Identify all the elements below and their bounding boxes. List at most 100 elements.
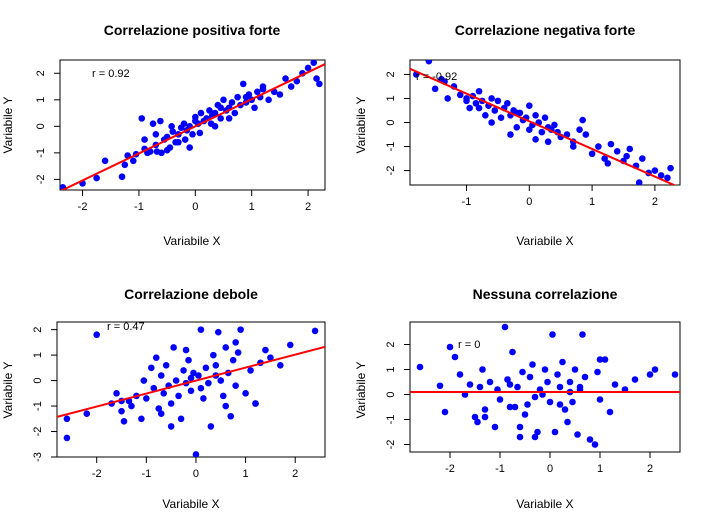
data-point	[488, 119, 495, 126]
data-point	[576, 383, 584, 391]
data-point	[228, 99, 236, 106]
points-group	[63, 326, 319, 457]
y-tick-label: 1	[32, 352, 44, 358]
data-point	[129, 157, 137, 165]
data-point	[147, 364, 155, 372]
data-point	[431, 85, 439, 93]
data-point	[479, 366, 486, 373]
data-point	[513, 124, 521, 131]
data-point	[595, 143, 602, 150]
data-point	[252, 400, 259, 407]
y-axis-label: Variabile Y	[354, 362, 368, 419]
data-point	[481, 406, 489, 413]
data-point	[242, 390, 249, 397]
data-point	[146, 148, 154, 155]
data-point	[611, 381, 619, 388]
data-point	[576, 126, 583, 134]
correlation-annotation: r = -0.92	[416, 71, 457, 83]
data-point	[316, 80, 323, 88]
data-point	[491, 423, 499, 431]
data-point	[229, 356, 237, 364]
data-point	[451, 353, 459, 361]
data-point	[186, 144, 193, 151]
data-point	[219, 392, 227, 400]
data-point	[664, 174, 671, 182]
data-point	[639, 155, 646, 162]
data-point	[311, 327, 319, 335]
data-point	[63, 434, 71, 442]
data-point	[446, 343, 454, 351]
data-point	[293, 77, 301, 85]
chart-title: Correlazione positiva forte	[104, 22, 281, 38]
x-tick-label: 1	[597, 463, 603, 475]
chart-title: Correlazione debole	[124, 286, 258, 302]
regression-line	[60, 63, 325, 190]
x-axis-label: Variabile X	[162, 497, 219, 511]
regression-line	[410, 67, 677, 185]
data-point	[217, 377, 225, 384]
data-point	[304, 64, 312, 72]
data-point	[83, 410, 91, 417]
data-point	[623, 152, 630, 160]
data-point	[162, 362, 170, 369]
data-point	[607, 140, 615, 148]
data-point	[197, 109, 205, 117]
data-point	[474, 418, 481, 426]
data-point	[531, 433, 539, 441]
data-point	[262, 346, 269, 354]
data-point	[282, 75, 289, 82]
data-point	[247, 367, 254, 374]
y-axis-label: Variabile Y	[1, 362, 15, 419]
x-tick-label: -1	[141, 468, 151, 480]
data-point	[237, 326, 244, 333]
data-point	[113, 390, 120, 397]
data-point	[214, 328, 222, 336]
data-point	[217, 115, 224, 122]
x-tick-label: -1	[495, 463, 505, 475]
data-point	[444, 95, 451, 102]
data-point	[190, 369, 197, 377]
chart-title: Correlazione negativa forte	[455, 22, 636, 38]
panel-negative-strong: Correlazione negativa forte Variabile X Va…	[354, 22, 681, 248]
panel-weak: Correlazione debole Variabile X Variabile …	[1, 286, 326, 511]
x-tick-label: 2	[647, 463, 653, 475]
data-point	[234, 349, 242, 356]
data-point	[234, 93, 241, 101]
x-tick-label: 2	[652, 196, 658, 208]
data-point	[217, 104, 224, 112]
data-point	[182, 346, 190, 354]
x-axis-label: Variabile X	[516, 497, 573, 511]
data-point	[538, 128, 546, 136]
data-point	[591, 441, 599, 448]
data-point	[549, 331, 556, 338]
y-tick-label: -1	[32, 401, 44, 411]
data-point	[556, 401, 564, 408]
data-point	[571, 366, 579, 373]
data-point	[456, 91, 464, 99]
data-point	[496, 396, 504, 403]
data-point	[167, 400, 175, 407]
data-point	[516, 433, 524, 441]
data-point	[181, 136, 189, 143]
data-point	[232, 339, 239, 346]
x-tick-label: 0	[547, 463, 553, 475]
data-point	[210, 351, 217, 359]
data-point	[197, 384, 205, 392]
data-point	[559, 358, 566, 366]
data-point	[170, 344, 177, 351]
data-point	[425, 60, 433, 65]
data-point	[635, 179, 643, 185]
data-point	[504, 376, 511, 383]
data-point	[504, 99, 511, 107]
data-point	[594, 368, 601, 376]
data-point	[143, 395, 150, 402]
y-tick-label: 2	[385, 71, 397, 77]
data-point	[158, 149, 165, 157]
y-tick-label: 1	[35, 97, 47, 103]
data-point	[225, 115, 233, 122]
correlation-annotation: r = 0.47	[107, 321, 145, 333]
data-point	[177, 415, 185, 423]
data-point	[466, 104, 473, 112]
data-point	[265, 96, 272, 104]
